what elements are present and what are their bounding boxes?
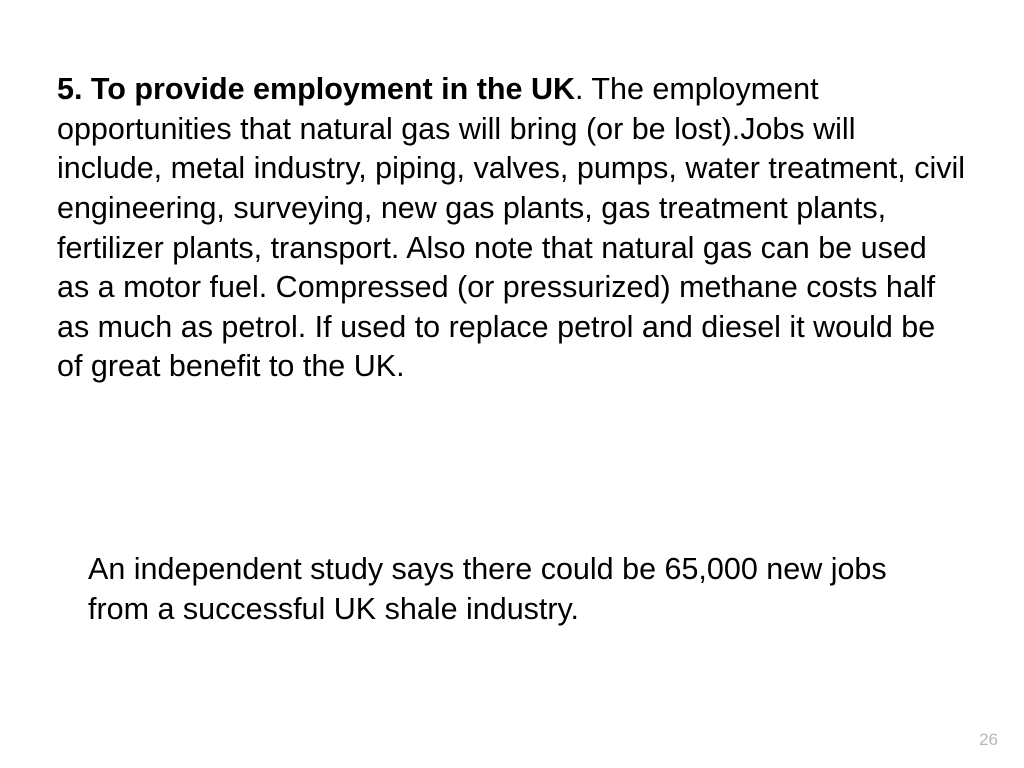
study-paragraph: An independent study says there could be…: [88, 550, 918, 629]
slide: 5. To provide employment in the UK. The …: [0, 0, 1024, 768]
main-paragraph-text: . The employment opportunities that natu…: [57, 72, 965, 383]
page-number: 26: [979, 730, 998, 750]
heading-bold: 5. To provide employment in the UK: [57, 72, 575, 106]
main-paragraph: 5. To provide employment in the UK. The …: [57, 70, 967, 387]
